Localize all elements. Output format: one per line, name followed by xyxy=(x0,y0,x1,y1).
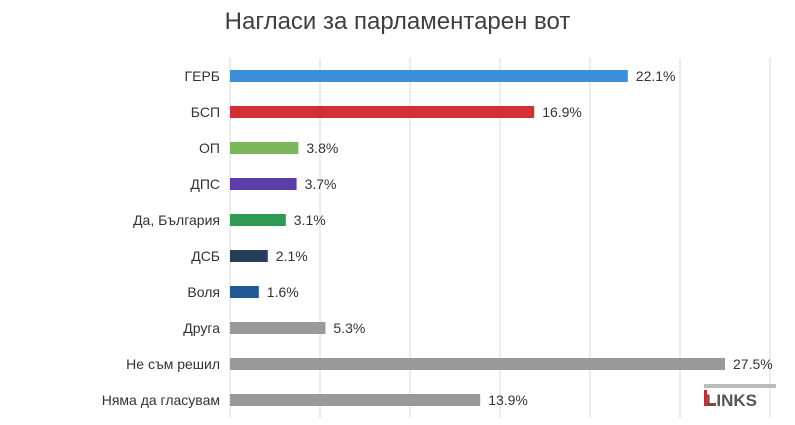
category-label: ДПС xyxy=(190,176,220,192)
data-label: 3.1% xyxy=(294,212,326,228)
bar xyxy=(230,70,628,82)
category-label: Друга xyxy=(183,320,220,336)
bar xyxy=(230,214,286,226)
category-label: ГЕРБ xyxy=(185,68,220,84)
category-label: БСП xyxy=(191,104,220,120)
category-label: Да, България xyxy=(133,212,220,228)
bar xyxy=(230,394,481,406)
bar xyxy=(230,106,535,118)
data-label: 22.1% xyxy=(636,68,676,84)
data-label: 13.9% xyxy=(488,392,528,408)
category-label: Няма да гласувам xyxy=(102,392,220,408)
data-label: 3.8% xyxy=(306,140,338,156)
data-label: 5.3% xyxy=(333,320,365,336)
category-label: Не съм решил xyxy=(126,356,220,372)
data-label: 16.9% xyxy=(542,104,582,120)
logo-text: LINKS xyxy=(706,391,757,409)
bar xyxy=(230,322,326,334)
data-label: 3.7% xyxy=(305,176,337,192)
data-label: 2.1% xyxy=(276,248,308,264)
data-label: 27.5% xyxy=(733,356,773,372)
links-logo: LINKS xyxy=(704,384,776,409)
bar xyxy=(230,286,259,298)
data-label: 1.6% xyxy=(267,284,299,300)
bar xyxy=(230,178,297,190)
category-label: Воля xyxy=(187,284,220,300)
category-label: ДСБ xyxy=(191,248,220,264)
bar xyxy=(230,142,299,154)
bar xyxy=(230,358,725,370)
bar xyxy=(230,250,268,262)
chart-title: Нагласи за парламентарен вот xyxy=(224,8,571,35)
category-label: ОП xyxy=(199,140,220,156)
